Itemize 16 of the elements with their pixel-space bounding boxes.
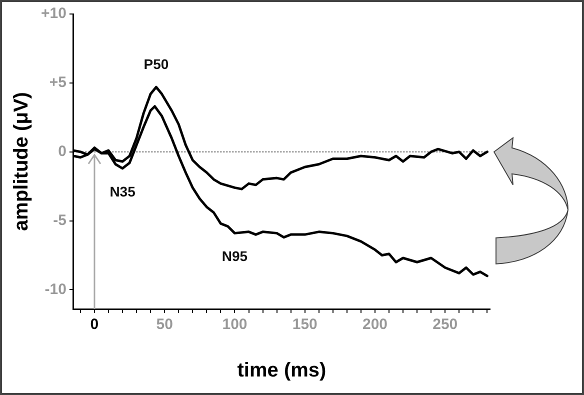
y-tick-label: +10 xyxy=(40,5,66,22)
x-tick-label: 150 xyxy=(292,316,318,334)
y-tick-label: -10 xyxy=(44,280,66,298)
y-axis-title: amplitude (μV) xyxy=(10,92,33,231)
x-tick-label: 100 xyxy=(222,316,248,334)
x-tick-label: 250 xyxy=(432,316,458,334)
x-tick-label: 200 xyxy=(362,316,388,334)
annotation: N95 xyxy=(222,248,248,264)
x-axis-title: time (ms) xyxy=(237,360,326,382)
y-tick-label: +5 xyxy=(49,74,66,92)
y-tick-label: -5 xyxy=(53,212,66,229)
annotation: N35 xyxy=(110,183,136,200)
x-tick-label: 50 xyxy=(156,316,173,334)
x-tick-label: 0 xyxy=(90,316,99,334)
y-tick-label: 0 xyxy=(58,142,66,160)
annotation: P50 xyxy=(144,56,169,72)
